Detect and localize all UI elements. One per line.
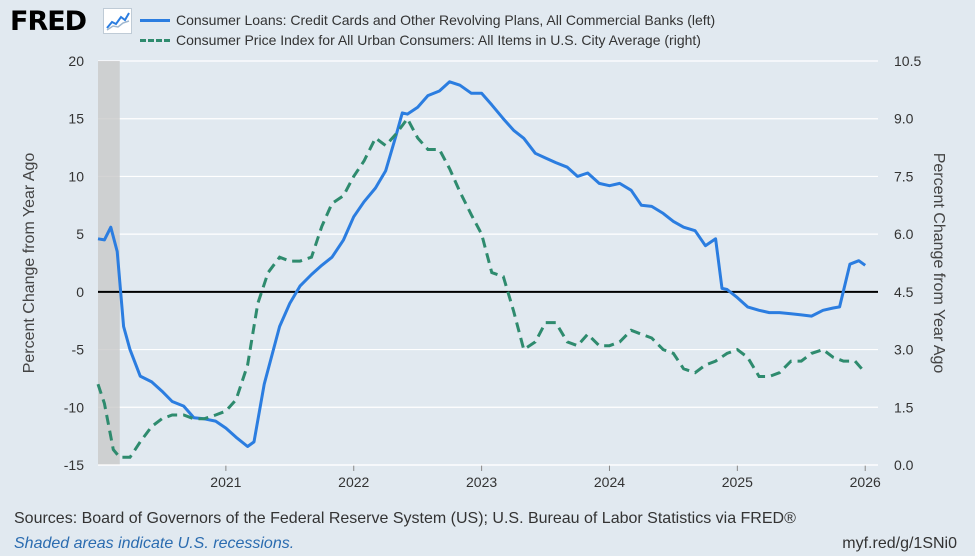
right-axis-ticks: 10.5 9.0 7.5 6.0 4.5 3.0 1.5 0.0 <box>894 53 921 473</box>
x-tick-label: 2026 <box>850 474 881 490</box>
left-tick-label: 15 <box>68 111 84 127</box>
right-tick-label: 10.5 <box>894 53 921 69</box>
right-tick-label: 3.0 <box>894 342 914 358</box>
right-axis-label: Percent Change from Year Ago <box>930 153 947 374</box>
right-tick-label: 9.0 <box>894 111 914 127</box>
left-tick-label: 10 <box>68 168 84 184</box>
right-tick-label: 1.5 <box>894 399 914 415</box>
left-tick-label: 0 <box>76 284 84 300</box>
right-tick-label: 4.5 <box>894 284 914 300</box>
x-tick-label: 2023 <box>466 474 497 490</box>
right-tick-label: 0.0 <box>894 457 914 473</box>
x-tick-label: 2025 <box>722 474 753 490</box>
x-tick-label: 2021 <box>210 474 241 490</box>
x-tick-label: 2024 <box>594 474 625 490</box>
left-axis-ticks: 20 15 10 5 0 -5 -10 -15 <box>64 53 84 473</box>
fred-logo[interactable]: FRED <box>10 6 87 37</box>
x-axis-ticks: 2021 2022 2023 2024 2025 2026 <box>210 465 881 490</box>
dashed-line-swatch <box>140 38 170 42</box>
series-line-credit-cards <box>97 80 867 448</box>
left-axis-label: Percent Change from Year Ago <box>21 153 38 374</box>
x-tick-label: 2022 <box>338 474 369 490</box>
series-line-cpi <box>96 115 867 459</box>
recession-shading <box>98 61 120 465</box>
left-tick-label: 5 <box>76 226 84 242</box>
chart-header: FRED Consumer Loans: Credit Cards and Ot… <box>0 0 975 52</box>
right-tick-label: 7.5 <box>894 168 914 184</box>
recession-note[interactable]: Shaded areas indicate U.S. recessions. <box>14 535 295 552</box>
line-chart-icon <box>103 8 132 34</box>
left-tick-label: 20 <box>68 53 84 69</box>
legend-item-credit-cards: Consumer Loans: Credit Cards and Other R… <box>140 10 715 30</box>
short-url[interactable]: myf.red/g/1SNi0 <box>842 535 957 552</box>
legend-label-cpi: Consumer Price Index for All Urban Consu… <box>176 32 701 48</box>
left-tick-label: -15 <box>64 457 84 473</box>
legend-item-cpi: Consumer Price Index for All Urban Consu… <box>140 30 715 50</box>
right-tick-label: 6.0 <box>894 226 914 242</box>
sources-text: Sources: Board of Governors of the Feder… <box>14 510 796 527</box>
line-chart: 2021 2022 2023 2024 2025 2026 20 15 10 5 0 -5 -10 -1… <box>21 53 947 490</box>
legend: Consumer Loans: Credit Cards and Other R… <box>140 10 715 50</box>
solid-line-swatch <box>140 18 170 22</box>
legend-label-credit-cards: Consumer Loans: Credit Cards and Other R… <box>176 12 716 28</box>
left-tick-label: -5 <box>72 342 85 358</box>
left-tick-label: -10 <box>64 399 84 415</box>
